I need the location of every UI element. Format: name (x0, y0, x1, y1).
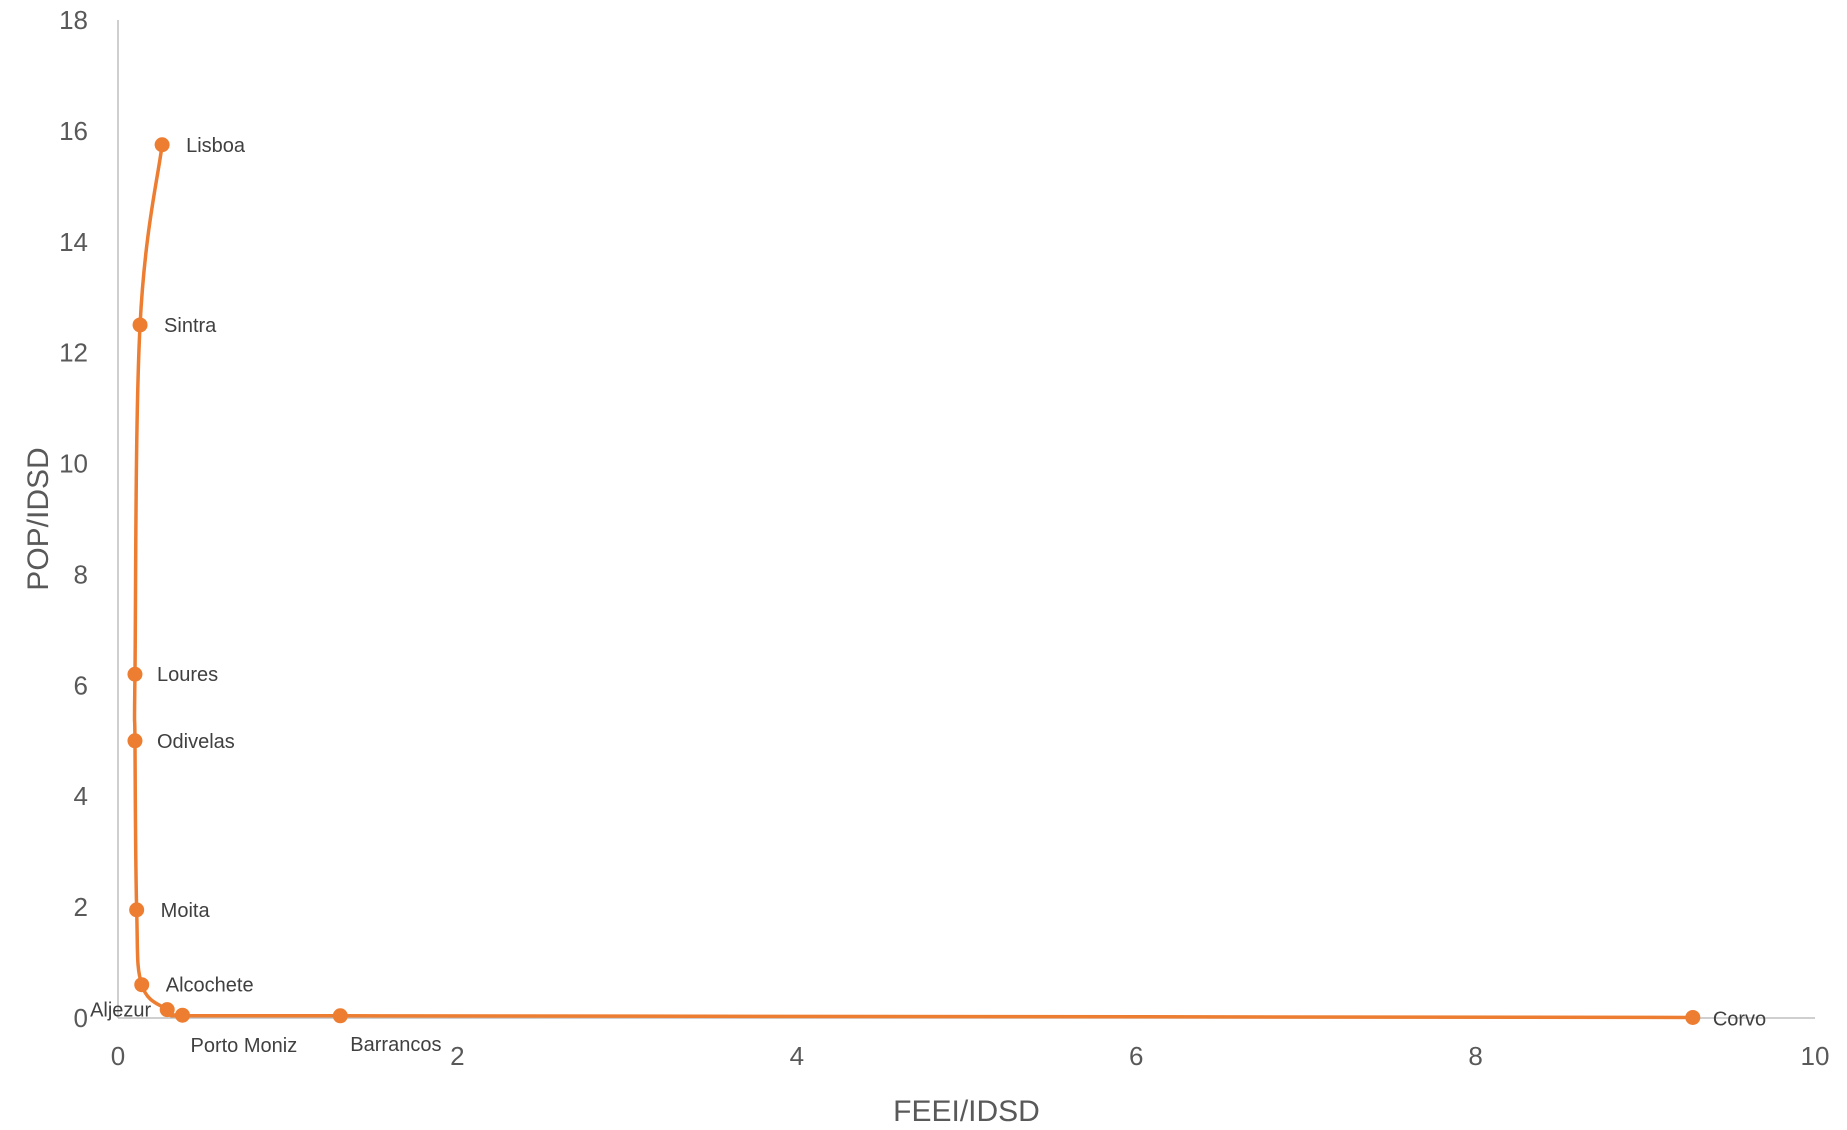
data-label-porto-moniz: Porto Moniz (190, 1035, 297, 1057)
y-tick-labels: 0 2 4 6 8 10 12 14 16 18 (59, 5, 88, 1033)
data-point-aljezur (159, 1002, 175, 1018)
y-tick-label: 8 (74, 559, 88, 589)
data-point-barrancos (332, 1008, 348, 1024)
series-line (132, 144, 1693, 1020)
data-label-loures: Loures (157, 664, 218, 686)
data-point-lisboa (154, 137, 170, 153)
x-tick-label: 8 (1468, 1041, 1482, 1071)
x-tick-label: 2 (450, 1041, 464, 1071)
data-label-lisboa: Lisboa (186, 135, 246, 157)
y-tick-label: 2 (74, 892, 88, 922)
data-point-loures (127, 666, 143, 682)
x-tick-labels: 0 2 4 6 8 10 (111, 1041, 1830, 1071)
x-tick-label: 10 (1801, 1041, 1830, 1071)
data-label-corvo: Corvo (1713, 1008, 1766, 1030)
data-point-porto-moniz (174, 1007, 190, 1023)
y-tick-label: 4 (74, 781, 88, 811)
y-tick-label: 6 (74, 670, 88, 700)
x-tick-label: 0 (111, 1041, 125, 1071)
y-tick-label: 12 (59, 338, 88, 368)
data-label-odivelas: Odivelas (157, 731, 235, 753)
data-point-sintra (132, 317, 148, 333)
data-point-alcochete (134, 977, 150, 993)
y-tick-label: 18 (59, 5, 88, 35)
x-tick-label: 6 (1129, 1041, 1143, 1071)
data-labels: Lisboa Sintra Loures Odivelas Moita Alcochete… (90, 135, 1766, 1057)
data-label-moita: Moita (161, 900, 211, 922)
data-label-sintra: Sintra (164, 315, 217, 337)
data-points (127, 137, 1701, 1025)
data-point-odivelas (127, 733, 143, 749)
x-axis-title: FEEI/IDSD (893, 1095, 1040, 1128)
data-point-moita (129, 902, 145, 918)
x-tick-label: 4 (790, 1041, 804, 1071)
data-label-aljezur: Aljezur (90, 1000, 151, 1022)
data-label-alcochete: Alcochete (166, 975, 254, 997)
data-point-corvo (1685, 1009, 1701, 1025)
data-label-barrancos: Barrancos (350, 1034, 441, 1056)
y-tick-label: 0 (74, 1003, 88, 1033)
y-axis-title: POP/IDSD (22, 447, 55, 590)
y-tick-label: 10 (59, 449, 88, 479)
y-tick-label: 14 (59, 227, 88, 257)
y-tick-label: 16 (59, 116, 88, 146)
